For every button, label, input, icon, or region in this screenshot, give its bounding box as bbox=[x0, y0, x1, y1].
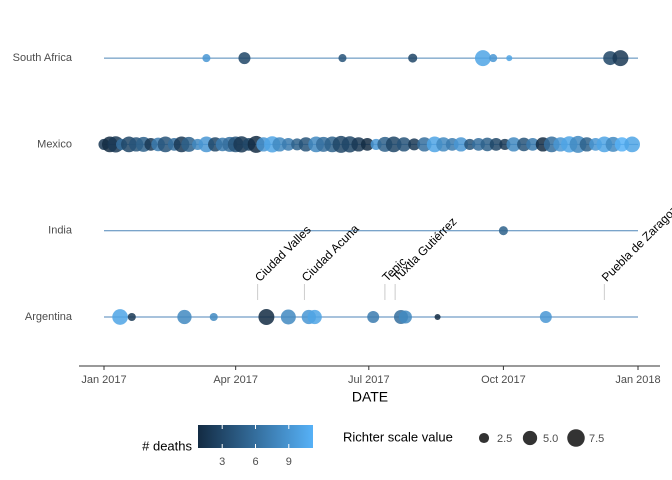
colorbar-label: 9 bbox=[286, 456, 292, 468]
colorbar bbox=[198, 425, 313, 448]
bubble bbox=[489, 138, 503, 151]
y-tick-label: South Africa bbox=[13, 52, 73, 64]
size-key bbox=[478, 432, 490, 444]
bubble bbox=[624, 136, 640, 153]
bubble bbox=[464, 138, 476, 150]
y-tick-label: Argentina bbox=[25, 311, 73, 323]
bubble bbox=[307, 309, 322, 325]
bubble bbox=[367, 311, 380, 323]
size-key bbox=[522, 430, 538, 446]
bubble bbox=[258, 309, 275, 325]
bubble bbox=[489, 54, 498, 63]
bubble bbox=[360, 138, 374, 151]
size-key-label: 7.5 bbox=[589, 433, 604, 445]
bubble bbox=[539, 311, 552, 323]
bubble bbox=[181, 136, 197, 152]
bubble bbox=[434, 313, 441, 321]
size-legend-title: Richter scale value bbox=[343, 429, 453, 444]
bubble bbox=[612, 50, 629, 67]
bubble bbox=[453, 137, 469, 152]
bubble bbox=[396, 137, 412, 152]
bubble bbox=[238, 52, 251, 65]
x-tick-label: Oct 2017 bbox=[481, 374, 526, 386]
bubble bbox=[498, 226, 508, 236]
bubble bbox=[506, 137, 521, 152]
bubble bbox=[408, 53, 418, 63]
bubble bbox=[398, 310, 412, 324]
x-axis-label: DATE bbox=[352, 389, 388, 405]
bubble bbox=[526, 138, 540, 151]
colorbar-label: 6 bbox=[252, 456, 258, 468]
bubble bbox=[127, 312, 136, 322]
bubble bbox=[202, 54, 211, 63]
x-tick-label: Jan 2018 bbox=[615, 374, 660, 386]
bubble bbox=[281, 138, 295, 151]
bubble bbox=[506, 55, 513, 62]
bubble bbox=[385, 136, 402, 153]
bubble bbox=[338, 54, 347, 63]
annotation-label: Puebla de Zaragoza bbox=[599, 198, 672, 285]
size-key-label: 2.5 bbox=[497, 433, 512, 445]
x-tick-label: Jan 2017 bbox=[81, 374, 126, 386]
bubble bbox=[280, 309, 296, 325]
bubble bbox=[474, 50, 491, 67]
bubble bbox=[177, 309, 192, 325]
x-tick-label: Jul 2017 bbox=[348, 374, 390, 386]
x-tick-label: Apr 2017 bbox=[213, 374, 258, 386]
color-legend-title: # deaths bbox=[142, 438, 192, 453]
y-tick-label: India bbox=[48, 225, 73, 237]
y-tick-label: Mexico bbox=[37, 138, 72, 150]
bubble bbox=[209, 312, 218, 322]
annotation-label: Tuxtla Gutiérrez bbox=[390, 214, 460, 284]
size-key-label: 5.0 bbox=[543, 433, 558, 445]
bubble bbox=[112, 309, 128, 325]
bubble bbox=[408, 138, 421, 151]
size-key bbox=[567, 429, 585, 447]
colorbar-label: 3 bbox=[219, 456, 225, 468]
